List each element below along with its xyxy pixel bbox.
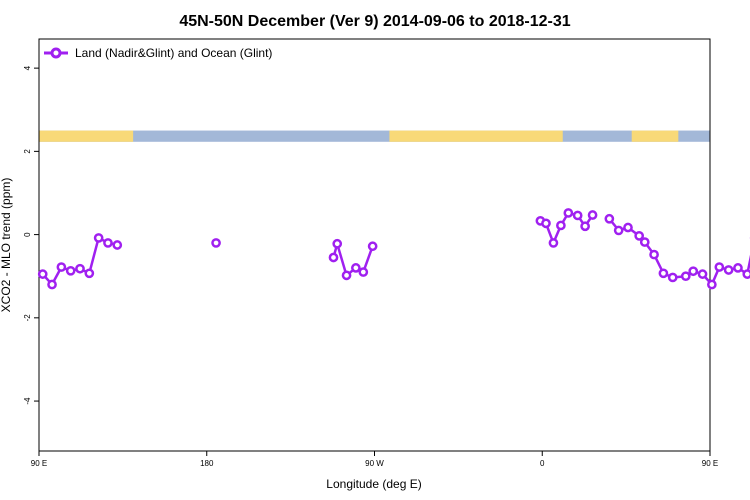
y-tick-label: 2 (23, 149, 32, 154)
chart-title: 45N-50N December (Ver 9) 2014-09-06 to 2… (179, 13, 570, 30)
data-point (580, 221, 590, 232)
data-point (541, 218, 551, 229)
data-point (658, 268, 669, 279)
data-point (572, 210, 583, 221)
x-tick-label: 90 E (31, 459, 47, 468)
ocean-band (39, 130, 710, 142)
y-tick-label: -4 (23, 397, 32, 405)
data-point (742, 269, 750, 279)
data-point (639, 237, 650, 247)
map-strip (39, 130, 710, 142)
data-point (328, 252, 339, 263)
data-point (563, 208, 574, 218)
y-tick-label: 4 (23, 65, 32, 70)
data-point (733, 263, 743, 273)
data-point (667, 272, 678, 283)
legend-marker (50, 47, 62, 59)
data-point (47, 279, 57, 290)
data-point (723, 265, 734, 275)
data-point (84, 268, 95, 279)
land-segment (631, 130, 679, 142)
series-layer (37, 208, 750, 290)
data-point (649, 249, 659, 260)
data-point (613, 225, 624, 236)
y-axis-label: XCO2 - MLO trend (ppm) (0, 178, 13, 313)
x-tick-label: 180 (200, 459, 214, 468)
data-point (93, 233, 104, 243)
data-point (714, 262, 725, 272)
x-axis-label: Longitude (deg E) (326, 477, 421, 491)
data-point (688, 266, 699, 277)
data-point (112, 240, 123, 250)
x-tick-label: 90 W (365, 459, 384, 468)
data-point (634, 230, 645, 241)
data-point (548, 238, 559, 248)
y-tick-label: -2 (23, 314, 32, 322)
x-tick-label: 90 E (702, 459, 718, 468)
y-axis: 4 2 0 -2 -4 (23, 65, 39, 405)
land-segment (389, 130, 563, 142)
x-tick-label: 0 (540, 459, 545, 468)
data-point (358, 267, 369, 277)
legend-label: Land (Nadir&Glint) and Ocean (Glint) (75, 46, 272, 60)
data-point (65, 265, 76, 276)
y-tick-label: 0 (23, 232, 32, 237)
data-point (587, 210, 598, 220)
data-point (351, 263, 361, 273)
data-point (332, 238, 343, 249)
data-point (556, 220, 566, 231)
data-point (103, 238, 113, 248)
data-point (707, 279, 717, 290)
data-point (604, 213, 615, 224)
data-point (75, 263, 85, 274)
data-point (623, 222, 633, 233)
data-point (56, 262, 67, 272)
data-point (697, 269, 708, 279)
data-point (680, 271, 691, 282)
x-axis: 90 E 180 90 W 0 90 E (31, 451, 718, 468)
legend: Land (Nadir&Glint) and Ocean (Glint) (44, 46, 272, 60)
land-segment (39, 130, 134, 142)
data-point (341, 270, 352, 281)
data-point (211, 238, 221, 248)
data-point (37, 269, 48, 279)
data-point (367, 241, 378, 252)
